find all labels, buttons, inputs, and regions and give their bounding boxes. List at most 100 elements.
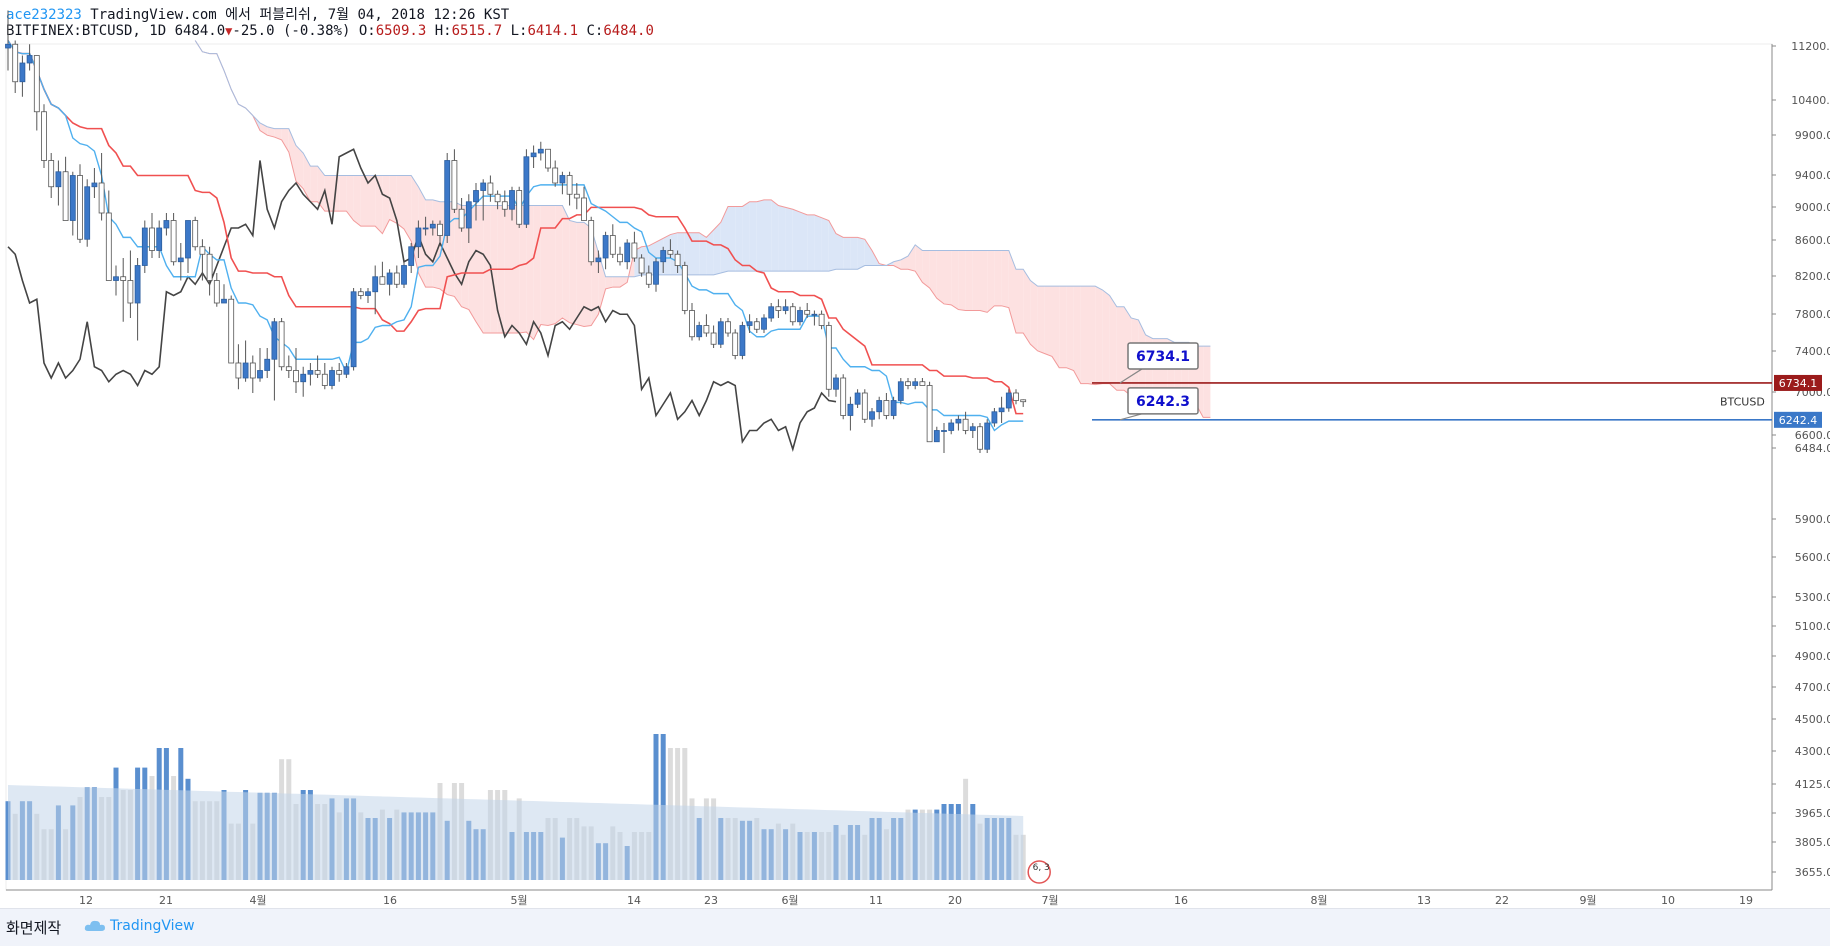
candle-body <box>48 160 55 188</box>
cloud-segment <box>274 128 282 140</box>
candle-body <box>847 403 854 416</box>
candle-body <box>516 190 523 225</box>
time-tick-label: 19 <box>1739 894 1753 907</box>
time-tick-label: 14 <box>627 894 641 907</box>
candle-body <box>602 235 609 259</box>
candle-body <box>213 280 220 304</box>
candle-body <box>444 160 451 236</box>
cloud-icon <box>84 920 105 931</box>
cloud-segment <box>404 175 412 242</box>
candle-body <box>300 373 307 383</box>
candle-body <box>789 306 796 323</box>
candle-body <box>523 156 530 225</box>
open-value: 6509.3 <box>375 23 427 39</box>
candle-body <box>343 366 350 375</box>
candle-body <box>775 306 782 311</box>
cloud-segment <box>576 222 584 327</box>
candle-body <box>41 111 47 161</box>
cloud-segment <box>785 207 793 272</box>
time-tick-label: 9월 <box>1579 894 1596 907</box>
candle-body <box>494 193 501 203</box>
cloud-segment <box>843 237 851 270</box>
candle-body <box>285 366 292 371</box>
cloud-segment <box>792 209 800 272</box>
cloud-segment <box>908 244 916 272</box>
candle-body <box>624 242 631 263</box>
candle-body <box>264 358 271 371</box>
high-label: H: <box>434 23 452 39</box>
cloud-segment <box>893 259 901 270</box>
candle-body <box>221 298 227 304</box>
candle-body <box>984 422 991 450</box>
cloud-segment <box>706 229 714 275</box>
candle-body <box>631 242 638 259</box>
price-tick-label: 7800.0 <box>1795 308 1830 321</box>
cloud-segment <box>598 252 606 315</box>
candle-body <box>746 321 753 326</box>
candle-body <box>581 197 587 221</box>
footer-label: 화면제작 <box>6 919 62 937</box>
support-axis-badge <box>1774 411 1822 428</box>
candle-body <box>480 182 487 191</box>
candle-body <box>667 250 674 255</box>
resistance-callout-pointer <box>1119 368 1143 384</box>
candles <box>5 10 1027 453</box>
cloud-segment <box>1001 250 1009 308</box>
cloud-segment <box>958 250 966 311</box>
cloud-segment <box>1116 306 1124 391</box>
cloud-segment <box>699 232 707 275</box>
candle-body <box>768 306 775 319</box>
candle-body <box>876 400 883 413</box>
cloud-segment <box>425 199 433 288</box>
candle-body <box>530 152 537 158</box>
price-tick-label: 6600.0 <box>1795 429 1830 442</box>
candle-body <box>969 426 976 431</box>
candle-body <box>177 257 184 263</box>
price-chart[interactable]: 11200.0 10400.0 9900.0 9400.0 9000.0 8600.0 82… <box>0 0 1830 908</box>
candle-body <box>429 223 436 229</box>
tenkan-sen-line <box>7 40 1024 432</box>
tradingview-logo[interactable]: TradingView <box>84 918 195 934</box>
price-tick-label: 5900.0 <box>1795 513 1830 526</box>
author-link[interactable]: ace232323 <box>6 7 82 23</box>
candle-body <box>717 321 724 345</box>
cloud-segment <box>1059 286 1067 368</box>
candle-body <box>818 313 825 326</box>
candle-body <box>883 400 890 416</box>
cloud-segment <box>605 276 613 289</box>
price-tick-label: 4500.0 <box>1795 713 1830 726</box>
cloud-segment <box>432 199 440 289</box>
cloud-segment <box>814 214 822 272</box>
support-callout-pointer <box>1119 413 1143 421</box>
kijun-sen-line <box>7 40 1024 415</box>
cloud-segment <box>281 128 289 153</box>
cloud-segment <box>821 217 829 272</box>
candle-body <box>588 220 595 263</box>
candle-body <box>991 411 998 424</box>
candle-body <box>573 193 580 199</box>
candle-body <box>321 373 328 386</box>
cloud-segment <box>778 205 786 272</box>
candle-body <box>91 182 98 188</box>
candle-body <box>905 381 911 386</box>
cloud-segment <box>915 244 923 283</box>
candle-body <box>163 220 170 229</box>
cloud-segment <box>612 276 620 288</box>
price-tick-label: 9400.0 <box>1795 169 1830 182</box>
high-value: 6515.7 <box>451 23 503 39</box>
price-tick-label: 5300.0 <box>1795 591 1830 604</box>
footer-bar: 화면제작 TradingView <box>0 908 1830 946</box>
candle-body <box>840 377 847 416</box>
resistance-callout-box <box>1127 342 1199 370</box>
price-tick-label: 4125.0 <box>1795 778 1830 791</box>
candle-body <box>199 246 206 255</box>
cloud-segment <box>540 205 548 326</box>
candle-body <box>98 182 105 214</box>
time-tick-label: 23 <box>704 894 718 907</box>
candle-body <box>537 148 544 154</box>
candle-body <box>552 167 559 184</box>
candle-body <box>681 265 688 311</box>
candle-body <box>861 392 868 420</box>
candle-body <box>84 186 91 240</box>
cloud-segment <box>1052 286 1060 368</box>
